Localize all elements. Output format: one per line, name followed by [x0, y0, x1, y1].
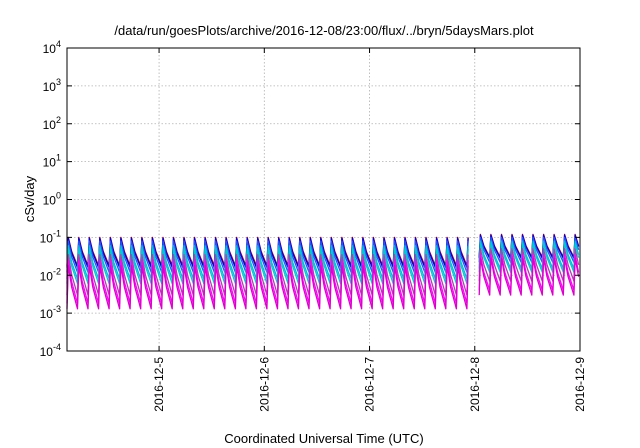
- y-tick-label: 100: [43, 191, 61, 208]
- x-tick-label: 2016-12-6: [257, 357, 271, 412]
- y-tick-label: 104: [43, 39, 61, 56]
- series-layer: [66, 233, 580, 310]
- y-tick-label: 10-3: [40, 304, 61, 321]
- y-tick-label: 10-4: [40, 342, 61, 359]
- grid-layer: [67, 48, 580, 351]
- x-tick-label: 2016-12-9: [573, 357, 587, 412]
- y-axis-label: cSv/day: [22, 175, 37, 222]
- y-tick-label: 10-1: [40, 228, 61, 245]
- series-line: [66, 257, 580, 310]
- x-tick-label: 2016-12-7: [363, 357, 377, 412]
- y-tick-label: 102: [43, 115, 61, 132]
- x-tick-label: 2016-12-5: [152, 357, 166, 412]
- tick-layer: 10-4 10-3 10-2 10-1 100 101 102 103 104 2016-12-5…: [40, 39, 587, 412]
- plot-frame: [66, 47, 581, 352]
- chart-title: /data/run/goesPlots/archive/2016-12-08/2…: [114, 23, 534, 38]
- x-axis-label: Coordinated Universal Time (UTC): [224, 431, 423, 446]
- x-tick-label: 2016-12-8: [468, 357, 482, 412]
- y-tick-label: 101: [43, 153, 61, 170]
- y-tick-label: 103: [43, 77, 61, 94]
- y-tick-label: 10-2: [40, 266, 61, 283]
